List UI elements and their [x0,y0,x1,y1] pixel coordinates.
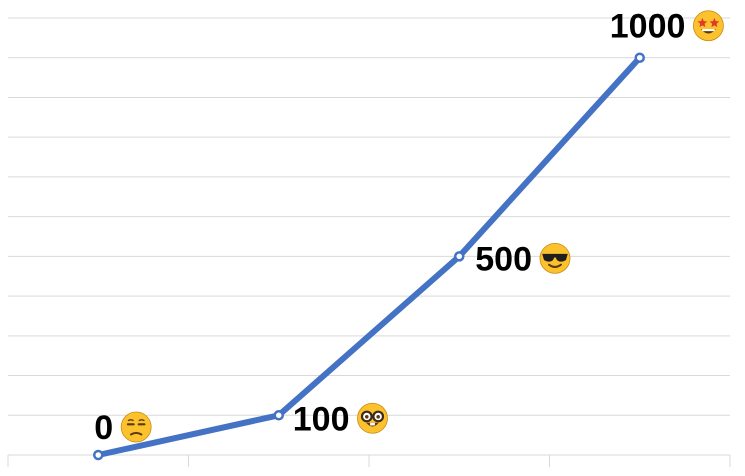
data-point [454,251,465,262]
data-point [93,449,104,461]
unamused-face-icon [120,411,152,443]
star-struck-face-icon [692,10,724,42]
chart-data-labels: 0 100 500 1000 [94,8,724,447]
data-label: 1000 [610,8,686,46]
data-label: 100 [293,400,350,438]
series-line [95,54,643,458]
chart-series [95,54,643,458]
data-label: 0 [94,409,113,447]
data-point [634,52,645,63]
chart-gridlines [8,17,730,456]
nerd-face-icon [357,402,388,434]
chart-points [93,52,645,461]
x-axis-ticks [7,455,731,467]
data-point [273,410,284,421]
data-label: 500 [475,240,532,278]
sunglasses-face-icon [539,242,571,274]
